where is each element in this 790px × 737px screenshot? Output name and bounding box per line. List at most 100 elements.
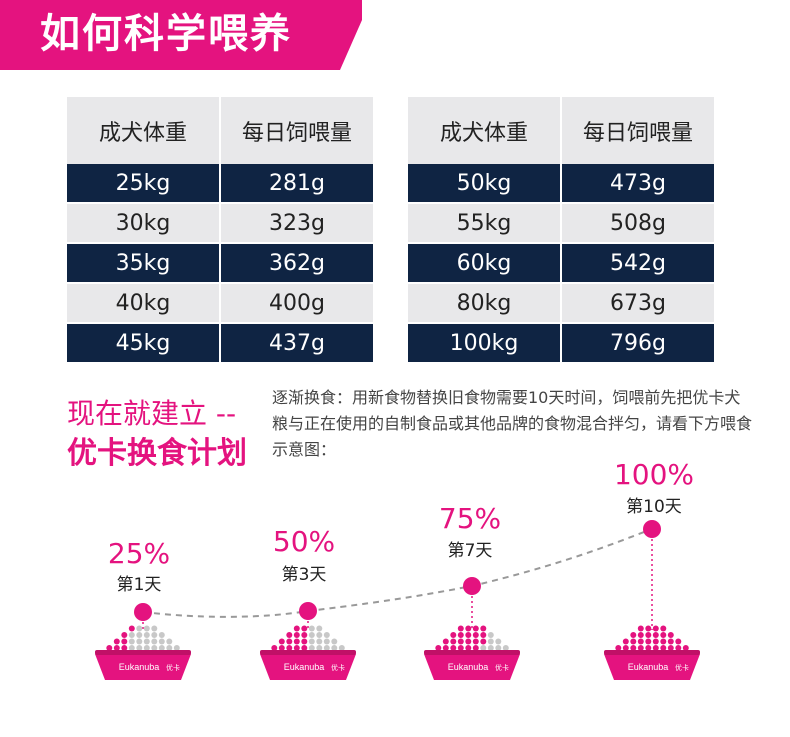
kibble-dot — [158, 632, 165, 638]
kibble-dot — [675, 638, 682, 645]
header-amount: 每日饲喂量 — [560, 97, 714, 164]
weight-cell: 80kg — [408, 284, 561, 322]
transition-description: 逐渐换食：用新食物替换旧食物需要10天时间，饲喂前先把优卡犬粮与正在使用的自制食… — [272, 388, 753, 459]
kibble-dot — [472, 625, 479, 632]
amount-cell: 473g — [560, 164, 714, 202]
kibble-dot — [480, 632, 487, 638]
stage-marker — [643, 520, 661, 538]
kibble-dot — [472, 632, 479, 638]
kibble-dot — [316, 625, 323, 632]
kibble-dot — [316, 632, 323, 638]
kibble-dot — [637, 632, 644, 638]
stage-marker — [463, 577, 481, 595]
table-row: 40kg 400g — [67, 284, 373, 322]
kibble-dot — [630, 632, 637, 638]
kibble-dot — [151, 638, 158, 645]
kibble-dot — [652, 625, 659, 632]
bowl-rim — [424, 650, 520, 655]
kibble-dot — [128, 645, 135, 651]
kibble-dot — [667, 638, 674, 645]
kibble-dot — [480, 645, 487, 651]
weight-cell: 100kg — [408, 324, 561, 362]
kibble-dot — [465, 638, 472, 645]
header-weight: 成犬体重 — [408, 97, 561, 164]
table-row: 45kg 437g — [67, 324, 373, 362]
progress-curve — [142, 528, 653, 618]
food-bowl — [424, 654, 520, 680]
kibble-dot — [158, 645, 165, 651]
kibble-dot — [622, 638, 629, 645]
table-row: 30kg 323g — [67, 204, 373, 242]
stage-day: 第3天 — [281, 565, 327, 585]
bowl-rim — [95, 650, 191, 655]
table-row: 60kg 542g — [408, 244, 714, 282]
kibble-dot — [331, 638, 338, 645]
banner-shape — [0, 0, 362, 70]
kibble-dot — [487, 645, 494, 651]
kibble-dot — [442, 645, 449, 651]
kibble-dot — [465, 645, 472, 651]
stage-day: 第10天 — [626, 497, 682, 517]
stage-day: 第1天 — [116, 575, 162, 595]
weight-cell: 30kg — [67, 204, 220, 242]
kibble-dot — [442, 638, 449, 645]
kibble-dot — [457, 625, 464, 632]
kibble-dot — [457, 638, 464, 645]
kibble-dot — [293, 638, 300, 645]
slogan-line-1: 现在就建立 -- — [67, 397, 237, 430]
amount-cell: 437g — [219, 324, 373, 362]
kibble-dot — [472, 645, 479, 651]
kibble-dot — [457, 645, 464, 651]
kibble-dot — [301, 638, 308, 645]
food-bowl — [604, 654, 700, 680]
food-bowl — [260, 654, 356, 680]
amount-cell: 362g — [219, 244, 373, 282]
table-row: 100kg 796g — [408, 324, 714, 362]
kibble-dot — [166, 638, 173, 645]
stage-marker — [299, 602, 317, 620]
kibble-dot — [308, 632, 315, 638]
kibble-dot — [323, 645, 330, 651]
weight-cell: 45kg — [67, 324, 220, 362]
kibble-dot — [502, 645, 509, 651]
kibble-dot — [143, 638, 150, 645]
kibble-dot — [465, 632, 472, 638]
kibble-dot — [301, 625, 308, 632]
kibble-dot — [457, 632, 464, 638]
kibble-dot — [136, 638, 143, 645]
kibble-dot — [316, 645, 323, 651]
bowl-brand-cn-label: 优卡 — [675, 663, 689, 672]
amount-cell: 673g — [560, 284, 714, 322]
kibble-dot — [143, 645, 150, 651]
kibble-dot — [151, 625, 158, 632]
bowl-brand-cn-label: 优卡 — [166, 663, 180, 672]
kibble-dot — [450, 638, 457, 645]
kibble-dot — [136, 645, 143, 651]
kibble-dot — [286, 632, 293, 638]
kibble-dot — [487, 638, 494, 645]
bowl-brand-cn-label: 优卡 — [331, 663, 345, 672]
kibble-dot — [660, 645, 667, 651]
food-bowl — [95, 654, 191, 680]
kibble-dot — [480, 638, 487, 645]
kibble-dot — [278, 638, 285, 645]
bowl-brand-cn-label: 优卡 — [495, 663, 509, 672]
stage-percent: 75% — [438, 502, 502, 535]
title-banner: 如何科学喂养 — [0, 0, 362, 70]
kibble-dot — [652, 638, 659, 645]
kibble-dot — [660, 625, 667, 632]
kibble-dot — [136, 632, 143, 638]
kibble-dot — [286, 638, 293, 645]
kibble-dot — [173, 645, 180, 651]
kibble-dot — [645, 625, 652, 632]
kibble-dot — [121, 638, 128, 645]
kibble-dot — [308, 638, 315, 645]
kibble-dot — [106, 645, 113, 651]
kibble-dot — [121, 632, 128, 638]
kibble-dot — [645, 632, 652, 638]
weight-cell: 25kg — [67, 164, 220, 202]
kibble-dot — [151, 645, 158, 651]
header-weight: 成犬体重 — [67, 97, 220, 164]
bowl-brand-label: Eukanuba — [284, 662, 325, 672]
kibble-dot — [637, 638, 644, 645]
